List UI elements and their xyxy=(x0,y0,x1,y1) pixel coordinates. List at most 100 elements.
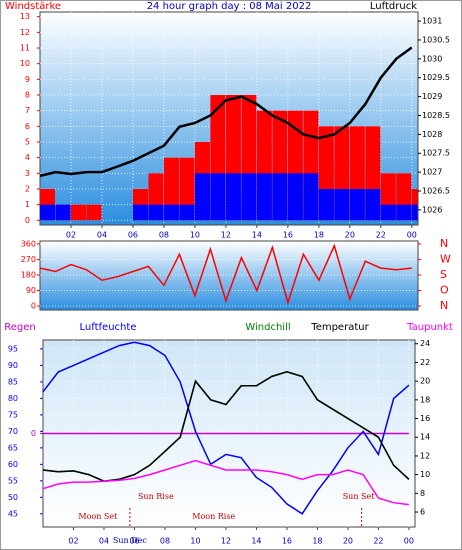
wind-bar xyxy=(411,204,418,221)
y-tick-label: 4 xyxy=(25,153,30,162)
y2-tick-label: 22 xyxy=(420,358,430,367)
y-tick-label: 7 xyxy=(25,106,30,115)
y2-tick-label: O xyxy=(440,284,449,297)
y-tick-label: 6 xyxy=(25,122,30,131)
wind-bar xyxy=(70,204,86,221)
y-tick-label: 180 xyxy=(21,270,36,279)
annotation: Moon Set xyxy=(78,512,118,521)
y-tick-label: 55 xyxy=(8,476,18,485)
y-tick-label: 13 xyxy=(20,12,30,21)
x-tick-label: 02 xyxy=(68,537,78,546)
y-tick-label: 95 xyxy=(8,344,18,353)
y2-tick-label: 1027 xyxy=(422,168,442,177)
y2-tick-label: W xyxy=(440,252,451,265)
y-tick-label: 2 xyxy=(25,184,30,193)
x-tick-label: 18 xyxy=(312,537,322,546)
annotation: Sun Rise xyxy=(138,492,174,501)
right-label: Luftdruck xyxy=(370,1,417,12)
series-line xyxy=(39,243,412,306)
y2-tick-label: 18 xyxy=(420,395,430,404)
x-tick-label: 20 xyxy=(345,231,355,240)
y2-tick-label: N xyxy=(440,237,448,250)
x-tick-label: 04 xyxy=(99,537,109,546)
x-tick-label: 00 xyxy=(404,537,414,546)
legend-entry: Regen xyxy=(4,322,36,333)
y-tick-label: 65 xyxy=(8,443,18,452)
y-tick-label: 60 xyxy=(8,460,18,469)
y-tick-label: 9 xyxy=(25,75,30,84)
y2-tick-label: 8 xyxy=(420,489,425,498)
y-tick-label: 12 xyxy=(20,28,30,37)
wind-bar xyxy=(396,204,412,221)
annotation: Moon Rise xyxy=(192,512,235,521)
wind-bar xyxy=(148,204,164,221)
y2-tick-label: S xyxy=(440,268,447,281)
wind-bar xyxy=(287,173,303,221)
x-tick-label: 10 xyxy=(190,231,200,240)
x-tick-label: 12 xyxy=(221,231,231,240)
y2-tick-label: 1028.5 xyxy=(422,111,450,120)
x-tick-label: 06 xyxy=(128,231,138,240)
plot-area xyxy=(39,240,419,311)
wind-bar xyxy=(179,204,195,221)
annotation: Sun Dec xyxy=(113,536,147,545)
y2-tick-label: 1031 xyxy=(422,17,442,26)
x-tick-label: 02 xyxy=(66,231,76,240)
y-tick-label: 3 xyxy=(25,169,30,178)
y-tick-label: 85 xyxy=(8,377,18,386)
x-tick-label: 18 xyxy=(314,231,324,240)
y-tick-label: 10 xyxy=(20,59,30,68)
x-tick-label: 22 xyxy=(373,537,383,546)
wind-bar xyxy=(272,173,288,221)
wind-bar xyxy=(86,204,102,221)
x-tick-label: 06 xyxy=(129,537,139,546)
y-tick-label: 11 xyxy=(20,44,30,53)
y-tick-label: 0 xyxy=(31,302,36,311)
x-tick-label: 04 xyxy=(97,231,107,240)
wind-bar xyxy=(349,188,365,221)
y2-tick-label: 1026.5 xyxy=(422,187,450,196)
wind-bar xyxy=(55,204,71,221)
wind-bar xyxy=(318,188,334,221)
y3-tick-label: 0 xyxy=(31,429,36,438)
y2-tick-label: 1030.5 xyxy=(422,35,450,44)
legend-entry: Taupunkt xyxy=(406,322,453,333)
y2-tick-label: 6 xyxy=(420,508,425,517)
y2-tick-label: 20 xyxy=(420,377,430,386)
x-tick-label: 22 xyxy=(376,231,386,240)
x-tick-label: 14 xyxy=(252,231,262,240)
y-tick-label: 80 xyxy=(8,394,18,403)
wind-bar xyxy=(380,204,396,221)
wind-bar xyxy=(365,188,381,221)
y2-tick-label: 1026 xyxy=(422,205,442,214)
x-tick-label: 14 xyxy=(251,537,261,546)
left-label: Windstärke xyxy=(5,1,61,12)
x-tick-label: 16 xyxy=(282,537,292,546)
series-line xyxy=(42,459,409,506)
x-tick-label: 08 xyxy=(160,537,170,546)
y2-tick-label: N xyxy=(440,299,448,312)
wind-bar xyxy=(40,204,55,221)
annotation: Sun Set xyxy=(343,492,376,501)
y2-tick-label: 10 xyxy=(420,470,430,479)
y-tick-label: 45 xyxy=(8,509,18,518)
wind-bar xyxy=(210,173,226,221)
y-tick-label: 90 xyxy=(8,361,18,370)
y2-tick-label: 1029 xyxy=(422,92,442,101)
y2-tick-label: 12 xyxy=(420,451,430,460)
x-tick-label: 16 xyxy=(283,231,293,240)
y-tick-label: 50 xyxy=(8,493,18,502)
x-tick-label: 08 xyxy=(159,231,169,240)
wind-bar xyxy=(241,173,257,221)
wind-bar xyxy=(303,173,319,221)
y-tick-label: 90 xyxy=(26,286,36,295)
chart-title: 24 hour graph day : 08 Mai 2022 xyxy=(147,1,312,12)
y2-tick-label: 1028 xyxy=(422,130,442,139)
y2-tick-label: 1029.5 xyxy=(422,73,450,82)
series-line xyxy=(39,46,413,178)
series-line xyxy=(42,341,410,515)
legend-entry: Temperatur xyxy=(310,322,369,333)
x-tick-label: 20 xyxy=(343,537,353,546)
y-tick-label: 75 xyxy=(8,410,18,419)
y-tick-label: 8 xyxy=(25,91,30,100)
